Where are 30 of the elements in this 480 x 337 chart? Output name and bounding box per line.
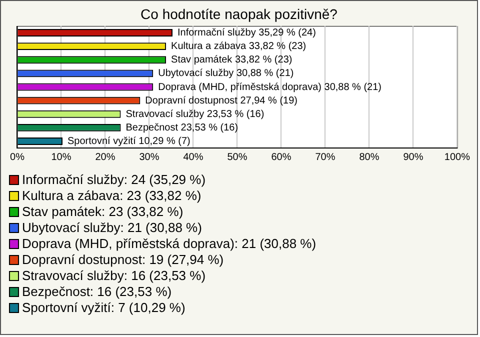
text: Bezpečnost: 16 (23,53 %)	[22, 284, 172, 300]
x-tick-label: 70%	[315, 152, 336, 163]
category-label: Bezpečnost 23,53 % (16)	[126, 122, 238, 134]
category-label: Informační služby 35,29 % (24)	[177, 28, 316, 39]
x-tick-label: 0%	[10, 152, 25, 163]
x-tick-label: 100%	[444, 152, 470, 163]
x-tick-label: 40%	[183, 152, 204, 163]
x-tick-label: 80%	[359, 152, 380, 163]
text: Kultura a zábava: 23 (33,82 %)	[22, 188, 202, 204]
text: Sportovní vyžití: 7 (10,29 %)	[22, 300, 186, 316]
text: Informační služby: 24 (35,29 %)	[22, 172, 206, 188]
category-label: Doprava (MHD, příměstská doprava) 30,88 % (21)	[158, 82, 382, 93]
category-label: Sportovní vyžití 10,29 % (7)	[68, 136, 190, 147]
category-label: Stravovací služby 23,53 % (16)	[126, 108, 264, 120]
category-label: Kultura a zábava 33,82 % (23)	[171, 41, 306, 52]
x-tick-label: 30%	[139, 152, 160, 163]
text: Stav památek: 23 (33,82 %)	[22, 204, 184, 220]
text: Ubytovací služby: 21 (30,88 %)	[22, 220, 202, 236]
chart-title: Co hodnotíte naopak pozitivně?	[140, 6, 338, 24]
text: Dopravní dostupnost: 19 (27,94 %)	[22, 252, 224, 268]
x-tick-label: 50%	[227, 152, 248, 163]
category-label: Ubytovací služby 30,88 % (21)	[158, 68, 294, 80]
x-tick-label: 60%	[271, 152, 292, 163]
text: Stravovací služby: 16 (23,53 %)	[22, 268, 206, 284]
x-tick-label: 20%	[95, 152, 116, 163]
category-label: Stav památek 33,82 % (23)	[171, 54, 292, 66]
text: Doprava (MHD, příměstská doprava): 21 (30,88 %)	[22, 236, 316, 252]
x-tick-label: 10%	[51, 152, 72, 163]
category-label: Dopravní dostupnost 27,94 % (19)	[145, 95, 298, 106]
x-tick-label: 90%	[403, 152, 424, 163]
